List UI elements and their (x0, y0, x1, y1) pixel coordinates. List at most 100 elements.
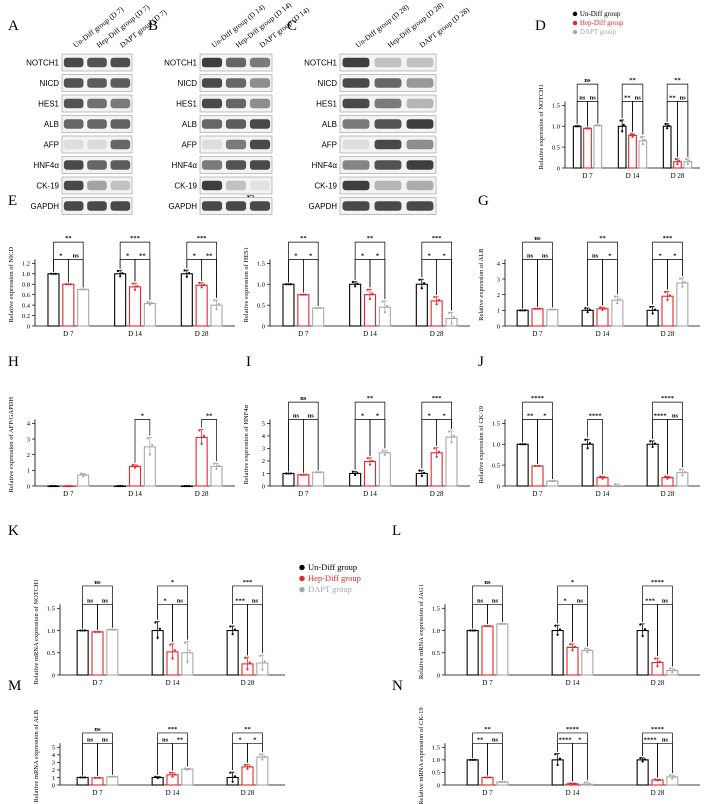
significance-bracket (172, 603, 188, 642)
data-point (317, 471, 320, 474)
y-tick-label: 0.5 (492, 462, 500, 469)
data-point (654, 778, 657, 781)
data-point (98, 630, 101, 633)
data-point (119, 484, 122, 488)
significance-bracket (119, 241, 151, 300)
significance-label: ns (680, 94, 687, 101)
data-point (354, 285, 357, 288)
data-point (64, 283, 68, 286)
significance-bracket (232, 732, 263, 771)
data-point (571, 649, 574, 652)
data-point (96, 630, 99, 633)
data-point (302, 293, 305, 296)
data-point (185, 275, 188, 278)
bar (282, 472, 295, 487)
protein-label: NOTCH1 (26, 59, 59, 68)
bar (226, 629, 239, 676)
panel-letter-b: B (148, 18, 158, 34)
data-point (641, 143, 644, 146)
protein-label: HNF4α (171, 161, 197, 170)
data-point (639, 623, 642, 626)
blot-band (374, 160, 402, 170)
data-point (639, 756, 642, 760)
data-point (183, 484, 186, 488)
data-point (548, 308, 552, 311)
significance-label: ns (492, 736, 499, 743)
significance-label: ** (484, 726, 491, 733)
data-point (215, 467, 218, 471)
significance-bracket (134, 419, 151, 463)
y-axis-label: Relative expression of AFP/GAPDH (8, 397, 15, 493)
data-point (158, 627, 162, 630)
data-point (67, 283, 70, 286)
significance-bracket (487, 603, 503, 625)
bar (62, 283, 75, 327)
data-point (588, 442, 592, 445)
blot-band (87, 180, 107, 191)
bar (566, 646, 579, 676)
protein-label: HES1 (38, 100, 59, 109)
significance-label: ** (669, 94, 676, 101)
blot-band (374, 201, 402, 211)
blot-band (374, 119, 402, 129)
data-point (233, 628, 237, 631)
data-point (215, 308, 218, 311)
data-point (553, 308, 556, 311)
y-tick-label: 0 (27, 323, 30, 330)
data-point (613, 295, 617, 298)
data-point (649, 305, 652, 308)
significance-bracket (576, 83, 599, 125)
significance-bracket (247, 603, 263, 656)
bar (128, 286, 142, 327)
data-point (678, 160, 681, 163)
significance-label: ns (87, 597, 94, 604)
blot-band (249, 180, 271, 191)
significance-label: **** (654, 412, 667, 419)
data-point (448, 311, 451, 314)
data-point (519, 309, 522, 312)
data-point (186, 768, 189, 771)
significance-bracket (232, 585, 263, 653)
data-point (673, 775, 676, 778)
significance-label: * (59, 252, 62, 259)
data-point (200, 286, 203, 289)
data-point (148, 303, 151, 306)
significance-bracket (602, 259, 618, 306)
data-point (503, 622, 506, 625)
data-point (83, 776, 87, 779)
bar (581, 443, 594, 487)
data-point (484, 776, 487, 779)
bar (676, 282, 689, 327)
y-tick-label: 0.6 (22, 292, 31, 299)
data-point (588, 782, 591, 785)
bar (583, 127, 592, 169)
y-axis-label: Relative expression of CK-19 (478, 406, 485, 483)
significance-label: * (563, 597, 566, 604)
significance-label: *** (243, 579, 253, 586)
y-tick-label: 1 (27, 468, 30, 475)
x-tick-label: D 7 (92, 679, 103, 687)
significance-bracket (657, 742, 673, 778)
y-axis-label: Relative mRNA expression of NOTCH1 (33, 579, 40, 684)
data-point (668, 294, 671, 297)
significance-bracket (472, 585, 503, 629)
y-tick-label: 0 (497, 323, 500, 330)
significance-label: * (571, 579, 574, 586)
bar (181, 768, 194, 786)
data-point (111, 775, 114, 778)
data-point (573, 782, 576, 785)
significance-label: * (658, 252, 661, 259)
data-point (683, 470, 686, 474)
significance-bracket (572, 603, 588, 647)
data-point (668, 476, 671, 479)
y-tick-label: 1.0 (492, 442, 500, 449)
significance-label: ** (367, 235, 374, 242)
western-blot-3: Un-Diff group (D 28)Hep-Diff group (D 28… (304, 0, 471, 215)
data-point (213, 462, 216, 465)
data-point (79, 776, 82, 779)
significance-label: ns (672, 412, 679, 419)
data-point (131, 463, 134, 467)
x-tick-label: D 7 (532, 330, 543, 338)
x-tick-label: D 14 (363, 330, 377, 338)
blot-band (225, 119, 247, 129)
